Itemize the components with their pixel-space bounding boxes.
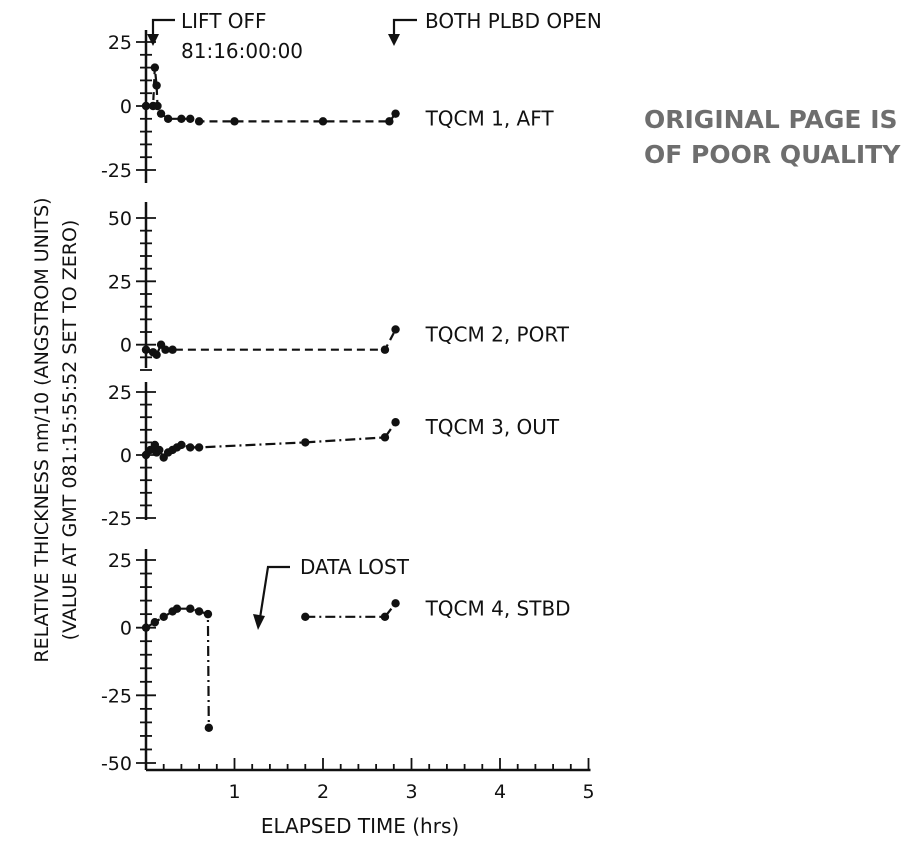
data-point-panel-3	[194, 443, 204, 452]
y-tick-label-panel-4: -25	[101, 685, 132, 707]
y-tick-label-panel-4: -50	[101, 753, 132, 775]
series-line-panel-2	[145, 328, 397, 357]
data-point-panel-4	[391, 599, 400, 608]
y-tick-label-panel-1: 0	[120, 96, 132, 118]
y-tick-label-panel-2: 50	[108, 208, 132, 230]
data-point-panel-2	[152, 350, 161, 359]
data-lost-label: DATA LOST	[300, 555, 410, 579]
data-point-panel-4	[380, 612, 390, 622]
data-point-panel-1	[230, 117, 239, 126]
data-point-panel-4	[159, 612, 168, 622]
data-point-panel-1	[318, 117, 328, 126]
data-point-panel-1	[391, 109, 400, 118]
series-line-panel-1	[146, 67, 397, 123]
plbd-label: BOTH PLBD OPEN	[425, 9, 602, 33]
data-point-panel-2	[380, 345, 390, 354]
y-tick-label-panel-3: 25	[108, 382, 132, 404]
series-label-panel-4: TQCM 4, STBD	[425, 596, 571, 620]
data-point-panel-1	[152, 81, 161, 90]
data-point-panel-2	[168, 345, 177, 354]
data-point-panel-1	[153, 101, 162, 111]
series-label-panel-2: TQCM 2, PORT	[425, 322, 570, 346]
data-point-panel-1	[163, 114, 173, 124]
data-point-panel-4	[301, 612, 310, 622]
data-point-panel-2	[161, 345, 170, 354]
x-tick-label: 3	[405, 781, 417, 803]
data-point-panel-4	[172, 604, 182, 613]
y-axis-title: RELATIVE THICKNESS nm/10 (ANGSTROM UNITS…	[31, 197, 53, 662]
series-line-panel-3	[145, 421, 397, 460]
data-point-panel-3	[155, 445, 164, 455]
data-point-panel-3	[380, 433, 390, 442]
series-label-panel-3: TQCM 3, OUT	[425, 415, 560, 439]
x-tick-label: 4	[494, 781, 506, 803]
stamp-line-2: OF POOR QUALITY	[644, 140, 901, 169]
data-point-panel-1	[156, 109, 166, 118]
stamp-line-1: ORIGINAL PAGE IS	[644, 105, 898, 134]
data-point-panel-1	[150, 63, 160, 72]
y-tick-label-panel-4: 25	[108, 550, 132, 572]
data-lost-arrow	[253, 565, 290, 630]
series-label-panel-1: TQCM 1, AFT	[425, 107, 555, 131]
x-tick-label: 1	[228, 781, 240, 803]
data-point-panel-3	[301, 438, 310, 447]
y-tick-label-panel-3: 0	[120, 445, 132, 467]
x-tick-label: 2	[317, 781, 329, 803]
y-tick-label-panel-1: 25	[108, 32, 132, 54]
y-axis-subtitle: (VALUE AT GMT 081:15:55:52 SET TO ZERO)	[59, 220, 81, 641]
data-point-panel-3	[391, 418, 400, 427]
plbd-arrow	[388, 18, 417, 46]
liftoff-label: LIFT OFF	[181, 9, 267, 33]
data-point-panel-1	[177, 114, 186, 124]
data-point-panel-3	[177, 440, 186, 450]
y-tick-label-panel-2: 0	[120, 335, 132, 357]
series-line-panel-4	[145, 607, 210, 728]
data-point-panel-4	[204, 723, 214, 733]
data-point-panel-2	[141, 345, 151, 354]
liftoff-time-label: 81:16:00:00	[181, 39, 303, 63]
liftoff-arrow	[147, 18, 175, 46]
x-tick-label: 5	[582, 781, 594, 803]
data-point-panel-4	[141, 623, 151, 632]
data-point-panel-1	[141, 101, 151, 111]
data-point-panel-4	[150, 618, 160, 627]
data-point-panel-4	[194, 607, 204, 616]
y-tick-label-panel-2: 25	[108, 271, 132, 293]
data-point-panel-1	[186, 114, 195, 124]
data-point-panel-4	[203, 609, 213, 619]
x-axis-title: ELAPSED TIME (hrs)	[261, 814, 459, 838]
data-point-panel-2	[391, 325, 400, 334]
data-point-panel-3	[186, 443, 195, 452]
y-tick-label-panel-3: -25	[101, 508, 132, 530]
data-point-panel-1	[385, 117, 394, 126]
series-line-panel-4-after-gap	[305, 602, 397, 618]
data-point-panel-4	[186, 604, 195, 613]
y-tick-label-panel-1: -25	[101, 160, 132, 182]
data-point-panel-1	[194, 117, 204, 126]
y-tick-label-panel-4: 0	[120, 618, 132, 640]
